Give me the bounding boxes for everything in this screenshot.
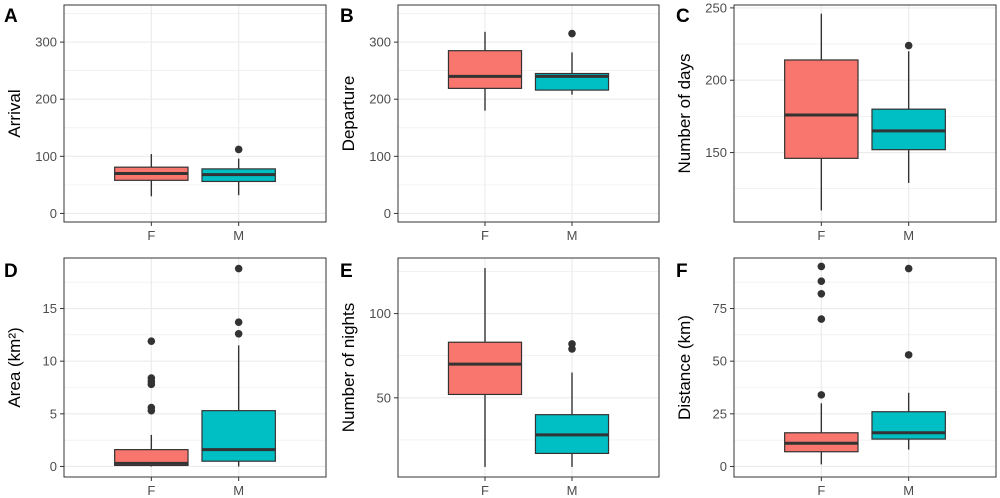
y-tick-label: 0 bbox=[720, 459, 727, 474]
outlier-point bbox=[234, 145, 243, 154]
outlier-point bbox=[147, 374, 156, 382]
y-tick-label: 150 bbox=[705, 145, 727, 160]
box-iqr bbox=[447, 50, 523, 89]
x-tick-label: F bbox=[817, 228, 825, 243]
box-m bbox=[871, 41, 946, 183]
y-tick-label: 200 bbox=[35, 92, 57, 107]
outlier-point bbox=[904, 264, 913, 273]
panel-b: 0 100 200 300 F M Departure B bbox=[339, 4, 660, 243]
outlier-point bbox=[817, 391, 826, 399]
y-tick-label: 200 bbox=[369, 92, 391, 107]
box-f bbox=[784, 262, 859, 465]
y-tick-label: 10 bbox=[43, 354, 57, 369]
panel-letter: D bbox=[4, 261, 18, 282]
y-tick-label: 100 bbox=[369, 149, 391, 164]
panel-border bbox=[397, 4, 660, 223]
panel-background bbox=[734, 5, 996, 222]
panel-letter: C bbox=[676, 6, 690, 27]
x-tick-label: M bbox=[233, 483, 244, 498]
outlier-point bbox=[147, 403, 156, 412]
panel-border bbox=[733, 257, 997, 478]
panel-letter: F bbox=[676, 261, 688, 282]
y-tick-label: 200 bbox=[705, 73, 727, 88]
x-tick-label: F bbox=[481, 483, 489, 498]
box-f bbox=[114, 154, 189, 197]
outlier-point bbox=[817, 289, 826, 298]
x-tick-label: M bbox=[233, 228, 244, 243]
outlier-point bbox=[234, 330, 243, 338]
outlier-point bbox=[817, 277, 826, 285]
y-tick-label: 300 bbox=[35, 35, 57, 50]
x-tick-label: M bbox=[903, 228, 914, 243]
x-tick-label: M bbox=[567, 483, 578, 498]
box-m bbox=[201, 145, 276, 196]
panel-border bbox=[397, 257, 660, 478]
x-tick-label: F bbox=[147, 228, 155, 243]
y-axis-label: Number of days bbox=[675, 54, 694, 174]
y-tick-label: 0 bbox=[50, 206, 57, 221]
y-axis-label: Area (km²) bbox=[5, 327, 24, 407]
panel-c: 150 200 250 F M Number of days C bbox=[675, 0, 997, 243]
y-tick-label: 100 bbox=[369, 306, 391, 321]
panel-f: 0 25 50 75 F M Distance (km) F bbox=[675, 257, 997, 498]
panel-border bbox=[63, 4, 327, 223]
outlier-point bbox=[904, 41, 913, 50]
outlier-point bbox=[234, 264, 243, 273]
box-m bbox=[201, 264, 276, 467]
y-tick-label: 250 bbox=[705, 0, 727, 15]
y-tick-label: 0 bbox=[384, 206, 391, 221]
y-tick-label: 50 bbox=[713, 354, 727, 369]
box-iqr bbox=[784, 59, 859, 159]
y-axis-label: Distance (km) bbox=[675, 315, 694, 420]
box-f bbox=[114, 337, 189, 467]
panel-background bbox=[64, 5, 326, 222]
panel-background bbox=[64, 258, 326, 477]
outlier-point bbox=[147, 337, 156, 345]
panel-background bbox=[734, 258, 996, 477]
box-f bbox=[447, 31, 523, 111]
box-m bbox=[534, 340, 610, 467]
outlier-point bbox=[817, 262, 826, 271]
x-tick-label: F bbox=[481, 228, 489, 243]
box-iqr bbox=[201, 410, 276, 462]
outlier-point bbox=[568, 340, 576, 348]
panel-border bbox=[733, 4, 997, 223]
y-axis-label: Departure bbox=[339, 76, 358, 152]
panel-letter: E bbox=[340, 261, 353, 282]
y-tick-label: 300 bbox=[369, 35, 391, 50]
box-f bbox=[784, 13, 859, 211]
box-m bbox=[871, 264, 946, 450]
outlier-point bbox=[904, 351, 913, 359]
panel-letter: B bbox=[340, 6, 354, 27]
box-m bbox=[534, 29, 610, 95]
y-tick-label: 100 bbox=[35, 149, 57, 164]
box-iqr bbox=[447, 341, 523, 396]
panel-e: 50 100 F M Number of nights E bbox=[339, 257, 660, 498]
outlier-point bbox=[234, 318, 243, 327]
panel-letter: A bbox=[4, 6, 18, 27]
x-tick-label: F bbox=[147, 483, 155, 498]
x-tick-label: M bbox=[903, 483, 914, 498]
panel-background bbox=[398, 5, 659, 222]
box-iqr bbox=[114, 449, 189, 467]
y-tick-label: 5 bbox=[50, 406, 57, 421]
y-axis-label: Number of nights bbox=[339, 303, 358, 432]
y-axis-label: Arrival bbox=[5, 89, 24, 137]
x-tick-label: F bbox=[817, 483, 825, 498]
y-tick-label: 25 bbox=[713, 406, 727, 421]
outlier-point bbox=[817, 315, 826, 323]
y-tick-label: 15 bbox=[43, 301, 57, 316]
panel-border bbox=[63, 257, 327, 478]
panel-background bbox=[398, 258, 659, 477]
y-tick-label: 50 bbox=[377, 390, 391, 405]
box-iqr bbox=[871, 411, 946, 440]
y-tick-label: 0 bbox=[50, 459, 57, 474]
panel-d: 0 5 10 15 F M Area (km²) D bbox=[4, 257, 327, 498]
y-tick-label: 75 bbox=[713, 301, 727, 316]
box-f bbox=[447, 268, 523, 467]
outlier-point bbox=[568, 29, 576, 38]
panel-a: 0 100 200 300 F M Arrival A bbox=[4, 4, 327, 243]
x-tick-label: M bbox=[567, 228, 578, 243]
